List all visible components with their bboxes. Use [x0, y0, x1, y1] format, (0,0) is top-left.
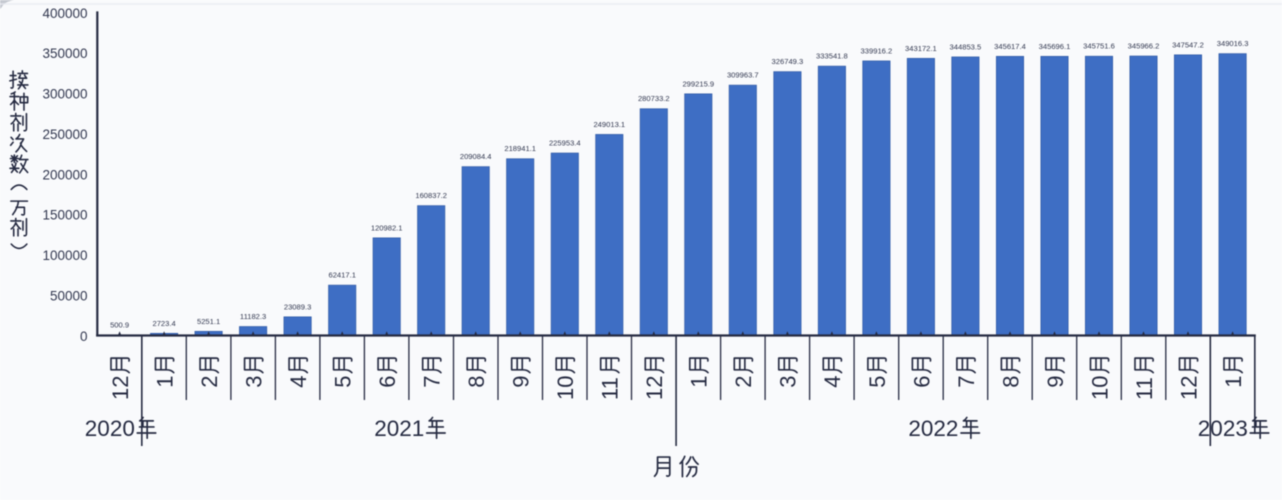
svg-text:326749.3: 326749.3	[772, 57, 804, 66]
svg-text:4: 4	[286, 375, 311, 387]
svg-text:100000: 100000	[42, 248, 87, 263]
svg-text:120982.1: 120982.1	[371, 223, 403, 232]
svg-text:345751.6: 345751.6	[1083, 42, 1115, 51]
svg-text:6: 6	[909, 375, 934, 387]
svg-text:2020: 2020	[85, 416, 135, 441]
svg-text:5: 5	[331, 375, 356, 387]
svg-text:280733.2: 280733.2	[638, 94, 670, 103]
svg-text:349016.3: 349016.3	[1217, 39, 1249, 48]
svg-text:500.9: 500.9	[110, 321, 129, 330]
svg-text:6: 6	[375, 375, 400, 387]
svg-text:339916.2: 339916.2	[861, 46, 893, 55]
svg-text:11: 11	[598, 377, 623, 400]
svg-text:333541.8: 333541.8	[816, 52, 848, 61]
svg-text:2723.4: 2723.4	[152, 319, 175, 328]
svg-text:9: 9	[1043, 375, 1068, 387]
svg-text:7: 7	[954, 375, 979, 387]
svg-text:1: 1	[152, 375, 177, 387]
svg-text:8: 8	[998, 375, 1023, 387]
svg-text:11: 11	[1132, 377, 1157, 400]
svg-text:209084.4: 209084.4	[460, 152, 492, 161]
svg-text:299215.9: 299215.9	[682, 79, 714, 88]
svg-text:8: 8	[464, 375, 489, 387]
svg-text:225953.4: 225953.4	[549, 139, 581, 148]
svg-text:12: 12	[642, 376, 667, 400]
svg-text:400000: 400000	[42, 6, 87, 21]
svg-text:2023: 2023	[1198, 416, 1248, 441]
svg-text:309963.7: 309963.7	[727, 71, 759, 80]
svg-text:160837.2: 160837.2	[415, 191, 447, 200]
svg-text:12: 12	[108, 376, 133, 400]
svg-text:23089.3: 23089.3	[284, 302, 311, 311]
svg-text:344853.5: 344853.5	[950, 42, 982, 51]
svg-text:1: 1	[1221, 375, 1246, 387]
svg-text:2: 2	[197, 375, 222, 387]
svg-text:343172.1: 343172.1	[905, 44, 937, 53]
svg-text:62417.1: 62417.1	[328, 271, 355, 280]
svg-text:150000: 150000	[42, 208, 87, 223]
svg-text:347547.2: 347547.2	[1172, 40, 1204, 49]
svg-text:200000: 200000	[42, 167, 87, 182]
svg-text:10: 10	[553, 376, 578, 400]
svg-text:12: 12	[1176, 376, 1201, 400]
svg-text:2021: 2021	[374, 416, 424, 441]
svg-text:249013.1: 249013.1	[593, 120, 625, 129]
svg-text:345966.2: 345966.2	[1128, 42, 1160, 51]
svg-text:345617.4: 345617.4	[994, 42, 1026, 51]
svg-text:345696.1: 345696.1	[1039, 42, 1071, 51]
svg-text:3: 3	[242, 375, 267, 387]
svg-text:218941.1: 218941.1	[504, 144, 536, 153]
svg-text:250000: 250000	[42, 127, 87, 142]
svg-text:5: 5	[865, 375, 890, 387]
svg-text:11182.3: 11182.3	[240, 312, 266, 321]
svg-text:7: 7	[420, 375, 445, 387]
svg-text:350000: 350000	[42, 46, 87, 61]
svg-text:0: 0	[80, 329, 88, 344]
svg-text:5251.1: 5251.1	[197, 317, 220, 326]
svg-text:4: 4	[820, 375, 845, 387]
svg-text:3: 3	[776, 375, 801, 387]
svg-text:9: 9	[509, 375, 534, 387]
svg-text:50000: 50000	[50, 289, 88, 304]
svg-text:1: 1	[687, 375, 712, 387]
svg-text:2022: 2022	[908, 416, 958, 441]
svg-text:10: 10	[1087, 376, 1112, 400]
svg-text:2: 2	[731, 375, 756, 387]
svg-text:300000: 300000	[42, 87, 87, 102]
